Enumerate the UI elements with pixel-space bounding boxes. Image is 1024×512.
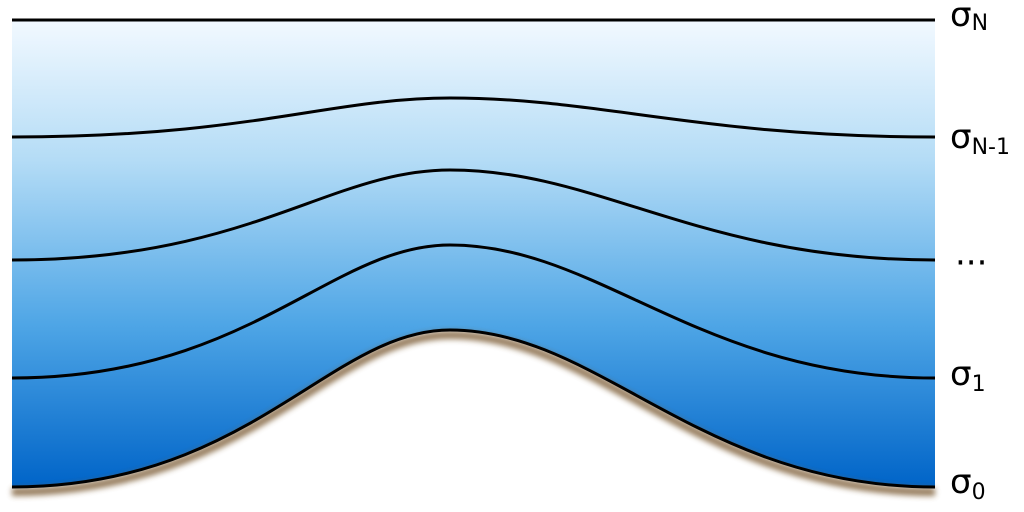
seabed-shadow (11, 330, 936, 496)
sigma-level-line (11, 96, 936, 139)
label-subscript: 1 (972, 372, 986, 397)
seabed-line (11, 328, 936, 489)
label-symbol: σ (950, 117, 972, 157)
ellipsis-label: ... (955, 234, 987, 274)
level-label: σ1 (950, 354, 986, 398)
sigma-level-line (11, 243, 936, 380)
level-label: σ0 (950, 462, 986, 506)
label-symbol: σ (950, 462, 972, 502)
level-label: σN-1 (950, 117, 1010, 161)
label-symbol: σ (950, 0, 972, 35)
level-label: σN (950, 0, 988, 36)
label-subscript: N-1 (972, 135, 1010, 160)
label-subscript: 0 (972, 480, 986, 505)
water-column (12, 20, 935, 487)
sigma-level-line (11, 168, 936, 262)
label-subscript: N (972, 11, 988, 36)
label-symbol: σ (950, 354, 972, 394)
